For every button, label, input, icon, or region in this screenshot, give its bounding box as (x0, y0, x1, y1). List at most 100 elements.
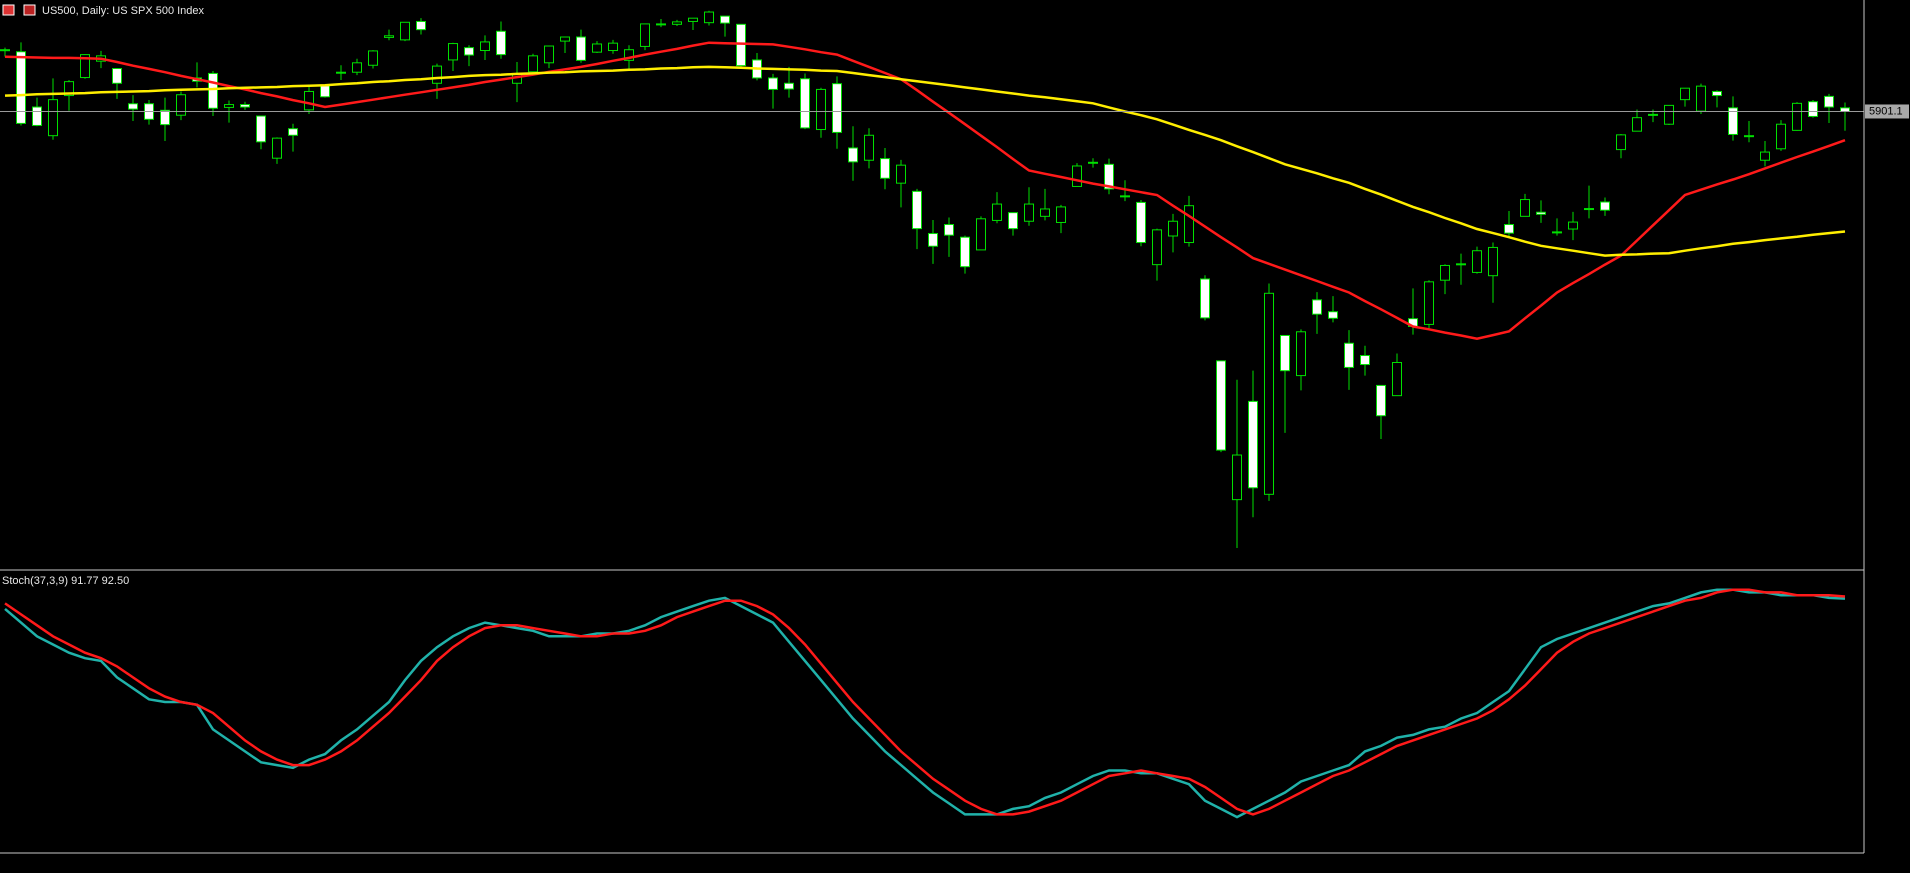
candle-body (1344, 342, 1354, 368)
candle-body (1632, 117, 1642, 132)
candle-body (1072, 165, 1082, 187)
candle-body (1216, 360, 1226, 451)
candle-body (848, 147, 858, 163)
candle-body (1536, 211, 1546, 215)
candle-body (1680, 87, 1690, 101)
candle-body (1520, 199, 1530, 217)
candle-body (1824, 95, 1834, 108)
candle-body (1056, 206, 1066, 223)
candle-body (384, 35, 394, 38)
moving-average-line (4, 41, 1846, 340)
candle-body (576, 36, 586, 61)
candle-body (400, 21, 410, 41)
candle-body (80, 54, 90, 79)
candle-body (1488, 246, 1498, 277)
candle-body (16, 51, 26, 124)
candle-body (1008, 212, 1018, 230)
candle-body (992, 203, 1002, 221)
candle-body (1264, 292, 1274, 495)
candle-body (1136, 201, 1146, 244)
candle-body (832, 83, 842, 133)
candle-body (64, 81, 74, 97)
candle-body (896, 164, 906, 184)
candle-body (1040, 208, 1050, 217)
candle-body (1168, 220, 1178, 237)
candle-body (1584, 208, 1594, 211)
candle-body (544, 45, 554, 64)
candle-body (1232, 454, 1242, 501)
candle-body (304, 90, 314, 111)
candle-body (560, 36, 570, 42)
mark-layer (0, 10, 1864, 819)
candle-body (1664, 104, 1674, 125)
candle-body (928, 233, 938, 247)
candle-body (48, 99, 58, 137)
candle-body (1792, 102, 1802, 131)
candle-body (1712, 90, 1722, 97)
candle-body (224, 104, 234, 108)
candle-body (912, 190, 922, 230)
candle-body (160, 109, 170, 126)
candle-body (1296, 331, 1306, 377)
candle-body (1552, 231, 1562, 234)
indicator-line (4, 588, 1846, 819)
candle-body (976, 218, 986, 251)
candle-body (528, 55, 538, 73)
candle-body (1280, 334, 1290, 372)
candle-body (352, 62, 362, 73)
candle-body (1376, 384, 1386, 417)
candle-body (1152, 229, 1162, 266)
candle-body (768, 77, 778, 90)
candle-body (1616, 134, 1626, 151)
candle-body (1024, 203, 1034, 222)
indicator-title: Stoch(37,3,9) 91.77 92.50 (2, 575, 129, 587)
candle-body (208, 72, 218, 109)
candle-body (1648, 113, 1658, 116)
candle-body (1392, 361, 1402, 397)
chart-title: US500, Daily: US SPX 500 Index (42, 5, 205, 17)
candle-body (1360, 355, 1370, 366)
candle-body (336, 71, 346, 74)
candle-body (320, 85, 330, 98)
candle-body (1440, 264, 1450, 281)
candle-body (592, 43, 602, 53)
candle-body (960, 236, 970, 268)
candle-body (496, 30, 506, 56)
candle-body (624, 49, 634, 61)
candle-body (1808, 101, 1818, 117)
candle-body (640, 23, 650, 47)
candle-body (1248, 400, 1258, 489)
candle-body (32, 106, 42, 126)
candle-body (1312, 299, 1322, 315)
candle-body (672, 21, 682, 25)
candle-body (1568, 221, 1578, 230)
candle-body (0, 49, 10, 52)
candle-body (368, 50, 378, 66)
last-price-box (1865, 104, 1909, 119)
candle-body (800, 78, 810, 129)
candle-body (432, 65, 442, 84)
candle-body (1504, 224, 1514, 234)
candle-body (688, 17, 698, 22)
symbol-flag-icon (2, 4, 15, 16)
candle-body (880, 158, 890, 179)
candle-body (704, 11, 714, 24)
candle-body (1088, 161, 1098, 164)
candle-body (448, 43, 458, 61)
candle-body (112, 68, 122, 84)
candle-body (1744, 135, 1754, 138)
candle-body (736, 23, 746, 67)
candle-body (1184, 205, 1194, 244)
candle-body (1600, 201, 1610, 211)
indicator-line (4, 588, 1846, 816)
candle-body (176, 94, 186, 116)
candle-body (864, 134, 874, 161)
candle-body (288, 128, 298, 136)
candle-body (464, 47, 474, 56)
candle-body (1104, 163, 1114, 190)
candle-body (128, 103, 138, 110)
candle-body (480, 41, 490, 52)
candle-body (240, 104, 250, 108)
candle-body (1760, 151, 1770, 161)
label-layer: 5901.1 (1865, 104, 1909, 119)
